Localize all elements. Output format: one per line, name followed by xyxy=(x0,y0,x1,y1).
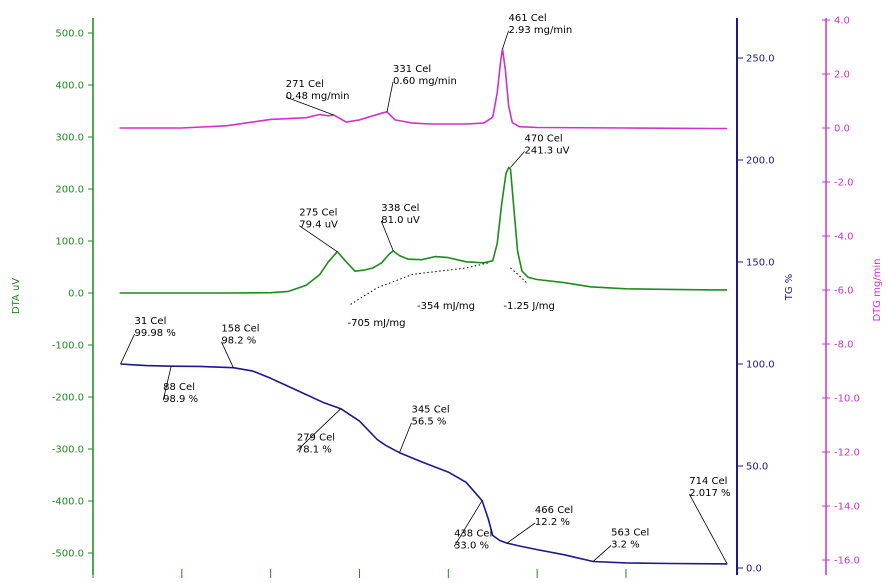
annotation-label: 3.2 % xyxy=(611,539,640,550)
annotation-leader xyxy=(380,220,394,252)
annotation-label: 563 Cel xyxy=(611,527,649,538)
annotation-leader xyxy=(386,81,394,112)
annotation-label: 88 Cel xyxy=(163,382,195,393)
annotation-label: 0.60 mg/min xyxy=(393,76,457,87)
annotation-label: 271 Cel xyxy=(286,79,324,90)
tg-tick-label: 250.0 xyxy=(746,54,775,65)
annotation-label: 438 Cel xyxy=(454,529,492,540)
dta-axis-label: DTA uV xyxy=(11,278,22,314)
annotation-label: 714 Cel xyxy=(689,476,727,487)
annotation-label: 79.4 uV xyxy=(299,220,338,231)
dtg-tick-label: 4.0 xyxy=(834,16,850,27)
annotation-leader xyxy=(296,408,342,451)
annotation-label: -705 mJ/mg xyxy=(347,318,405,329)
annotation-label: 81.0 uV xyxy=(381,215,420,226)
dta-tick-label: 400.0 xyxy=(55,81,84,92)
annotation-label: 78.1 % xyxy=(297,445,332,456)
chart-axes: 500.0 400.0 300.0 200.0 100.0 0.0 -100.0 -200.0… xyxy=(11,16,883,578)
integration-baseline xyxy=(350,262,489,305)
annotation-label: 338 Cel xyxy=(381,203,419,214)
dta-tick-label: -300.0 xyxy=(52,445,84,456)
annotation-leader xyxy=(162,366,172,401)
annotation-leader xyxy=(453,500,483,547)
annotation-leader xyxy=(592,545,612,562)
annotation-leader xyxy=(688,493,728,565)
dta-tick-label: 300.0 xyxy=(55,133,84,144)
dta-tick-label: -500.0 xyxy=(52,549,84,560)
annotation-label: 56.5 % xyxy=(411,417,446,428)
tg-tick-label: 200.0 xyxy=(746,156,775,167)
annotation-label: 461 Cel xyxy=(508,13,546,24)
annotation-leader xyxy=(220,341,234,368)
dtg-tick-label: -14.0 xyxy=(834,502,860,513)
annotation-leader xyxy=(285,96,334,116)
dtg-tick-label: -4.0 xyxy=(834,232,854,243)
tg-tick-label: 50.0 xyxy=(746,462,768,473)
integration-baseline xyxy=(510,267,527,283)
annotation-label: -354 mJ/mg xyxy=(417,301,475,312)
dtg-tick-label: -12.0 xyxy=(834,448,860,459)
tg-curve xyxy=(120,363,728,565)
dtg-tick-label: 2.0 xyxy=(834,70,850,81)
annotation-label: 33.0 % xyxy=(454,541,489,552)
tg-tick-label: 150.0 xyxy=(746,258,775,269)
annotation-label: 2.017 % xyxy=(689,488,730,499)
dta-tick-label: 200.0 xyxy=(55,185,84,196)
dta-tick-label: 500.0 xyxy=(55,29,84,40)
dtg-tick-label: 0.0 xyxy=(834,124,850,135)
dtg-tick-label: -2.0 xyxy=(834,178,854,189)
annotation-label: 0.48 mg/min xyxy=(286,91,350,102)
annotation-label: 470 Cel xyxy=(524,134,562,145)
annotation-label: 2.93 mg/min xyxy=(508,25,572,36)
annotation-leader xyxy=(510,151,525,168)
annotation-label: 279 Cel xyxy=(297,433,335,444)
dta-tick-label: -200.0 xyxy=(52,393,84,404)
dtg-tick-label: -8.0 xyxy=(834,340,854,351)
annotation-label: 466 Cel xyxy=(535,505,573,516)
annotation-label: 99.98 % xyxy=(135,328,176,339)
annotation-label: 98.2 % xyxy=(221,336,256,347)
dtg-curve xyxy=(119,48,728,130)
tg-tick-label: 0.0 xyxy=(746,564,762,575)
dta-tick-label: 0.0 xyxy=(68,289,84,300)
tg-axis-label: TG % xyxy=(784,274,795,302)
annotation-label: 241.3 uV xyxy=(524,146,569,157)
dtg-tick-label: -10.0 xyxy=(834,394,860,405)
annotation-label: 275 Cel xyxy=(299,208,337,219)
annotation-label: 98.9 % xyxy=(163,394,198,405)
annotation-leader xyxy=(506,522,536,544)
dta-tick-label: -100.0 xyxy=(52,341,84,352)
annotation-label: -1.25 J/mg xyxy=(503,301,554,312)
annotation-label: 331 Cel xyxy=(393,64,431,75)
dta-tick-label: -400.0 xyxy=(52,497,84,508)
annotation-label: 12.2 % xyxy=(535,517,570,528)
chart-series xyxy=(119,48,728,565)
dta-curve xyxy=(119,166,728,294)
annotation-leader xyxy=(399,422,412,453)
annotation-label: 31 Cel xyxy=(135,316,167,327)
annotation-label: 345 Cel xyxy=(411,405,449,416)
dta-tick-label: 100.0 xyxy=(55,237,84,248)
tg-tick-label: 100.0 xyxy=(746,360,775,371)
annotation-leader xyxy=(120,333,135,365)
annotation-leader xyxy=(502,30,509,50)
dtg-tick-label: -6.0 xyxy=(834,286,854,297)
annotation-leader xyxy=(299,225,338,253)
dtg-tick-label: -16.0 xyxy=(834,556,860,567)
dtg-axis-label: DTG mg/min xyxy=(872,258,883,321)
annotation-label: 158 Cel xyxy=(221,324,259,335)
